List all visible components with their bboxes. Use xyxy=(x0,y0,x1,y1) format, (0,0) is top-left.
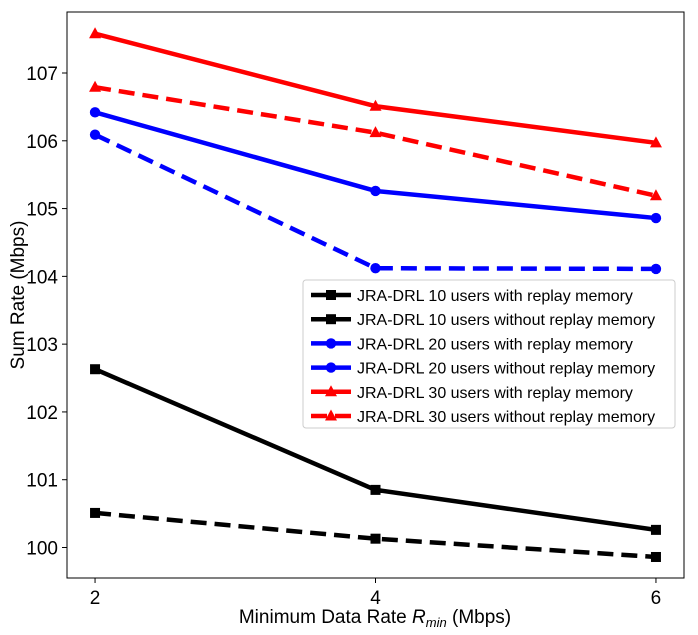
series-3 xyxy=(89,107,662,224)
y-tick-label: 100 xyxy=(26,538,58,559)
legend-marker xyxy=(325,362,337,373)
data-point xyxy=(650,524,661,535)
x-axis-label-suffix: (Mbps) xyxy=(447,607,511,628)
series-2 xyxy=(90,507,661,562)
legend-marker xyxy=(326,314,336,325)
legend-item: JRA-DRL 30 users with replay memory xyxy=(311,385,633,402)
data-point xyxy=(90,364,101,375)
data-point xyxy=(89,107,101,118)
y-tick-label: 102 xyxy=(26,403,58,424)
data-point xyxy=(370,484,381,495)
legend: JRA-DRL 10 users with replay memory JRA-D… xyxy=(302,279,676,429)
data-point xyxy=(650,551,661,562)
y-tick-label: 107 xyxy=(26,64,58,85)
series-5 xyxy=(89,27,662,148)
legend-label: JRA-DRL 20 users with replay memory xyxy=(357,336,633,353)
data-point xyxy=(369,126,382,138)
legend-label: JRA-DRL 30 users without replay memory xyxy=(357,409,655,426)
legend-label: JRA-DRL 10 users without replay memory xyxy=(357,312,655,329)
x-tick-label: 4 xyxy=(370,588,381,609)
series-6 xyxy=(89,80,662,201)
plot-content xyxy=(89,27,662,562)
legend-marker xyxy=(325,338,337,349)
legend-item: JRA-DRL 10 users without replay memory xyxy=(311,312,655,329)
legend-marker xyxy=(326,290,336,300)
legend-label: JRA-DRL 20 users without replay memory xyxy=(357,361,655,378)
y-tick-label: 106 xyxy=(26,132,58,153)
legend-item: JRA-DRL 10 users with replay memory xyxy=(311,288,633,305)
legend-marker xyxy=(325,409,337,421)
data-point xyxy=(89,27,102,39)
data-point xyxy=(90,507,101,518)
x-axis-label-variable: R xyxy=(412,607,426,628)
y-tick-label: 101 xyxy=(26,471,58,492)
data-point xyxy=(649,136,662,148)
legend-item: JRA-DRL 20 users without replay memory xyxy=(311,361,655,378)
legend-item: JRA-DRL 30 users without replay memory xyxy=(311,409,655,426)
data-point xyxy=(369,99,382,111)
y-axis-label: Sum Rate (Mbps) xyxy=(8,221,29,370)
data-point xyxy=(649,189,662,201)
x-axis: 2 4 6 xyxy=(90,578,661,609)
x-tick-label: 2 xyxy=(90,588,101,609)
x-axis-label-subscript: min xyxy=(426,615,447,630)
legend-marker xyxy=(325,385,337,397)
data-point xyxy=(650,212,662,224)
series-1 xyxy=(90,364,661,535)
legend-item: JRA-DRL 20 users with replay memory xyxy=(311,336,633,353)
y-tick-label: 103 xyxy=(26,335,58,356)
data-point xyxy=(370,263,381,274)
legend-label: JRA-DRL 30 users with replay memory xyxy=(357,385,633,402)
legend-label: JRA-DRL 10 users with replay memory xyxy=(357,288,633,305)
data-point xyxy=(650,263,662,275)
y-tick-label: 105 xyxy=(26,200,58,221)
series-4 xyxy=(89,129,662,275)
x-tick-label: 6 xyxy=(651,588,662,609)
data-point xyxy=(89,129,101,140)
x-axis-label: Minimum Data Rate Rmin (Mbps) xyxy=(239,607,511,630)
data-point xyxy=(370,533,381,544)
data-point xyxy=(370,185,381,197)
y-axis: 100 101 102 103 104 105 106 107 xyxy=(26,64,67,559)
series-line xyxy=(94,132,656,272)
data-point xyxy=(89,80,102,92)
x-axis-label-prefix: Minimum Data Rate xyxy=(239,607,412,628)
y-tick-label: 104 xyxy=(26,267,58,288)
series-line xyxy=(94,510,657,560)
legend-box xyxy=(302,279,676,429)
